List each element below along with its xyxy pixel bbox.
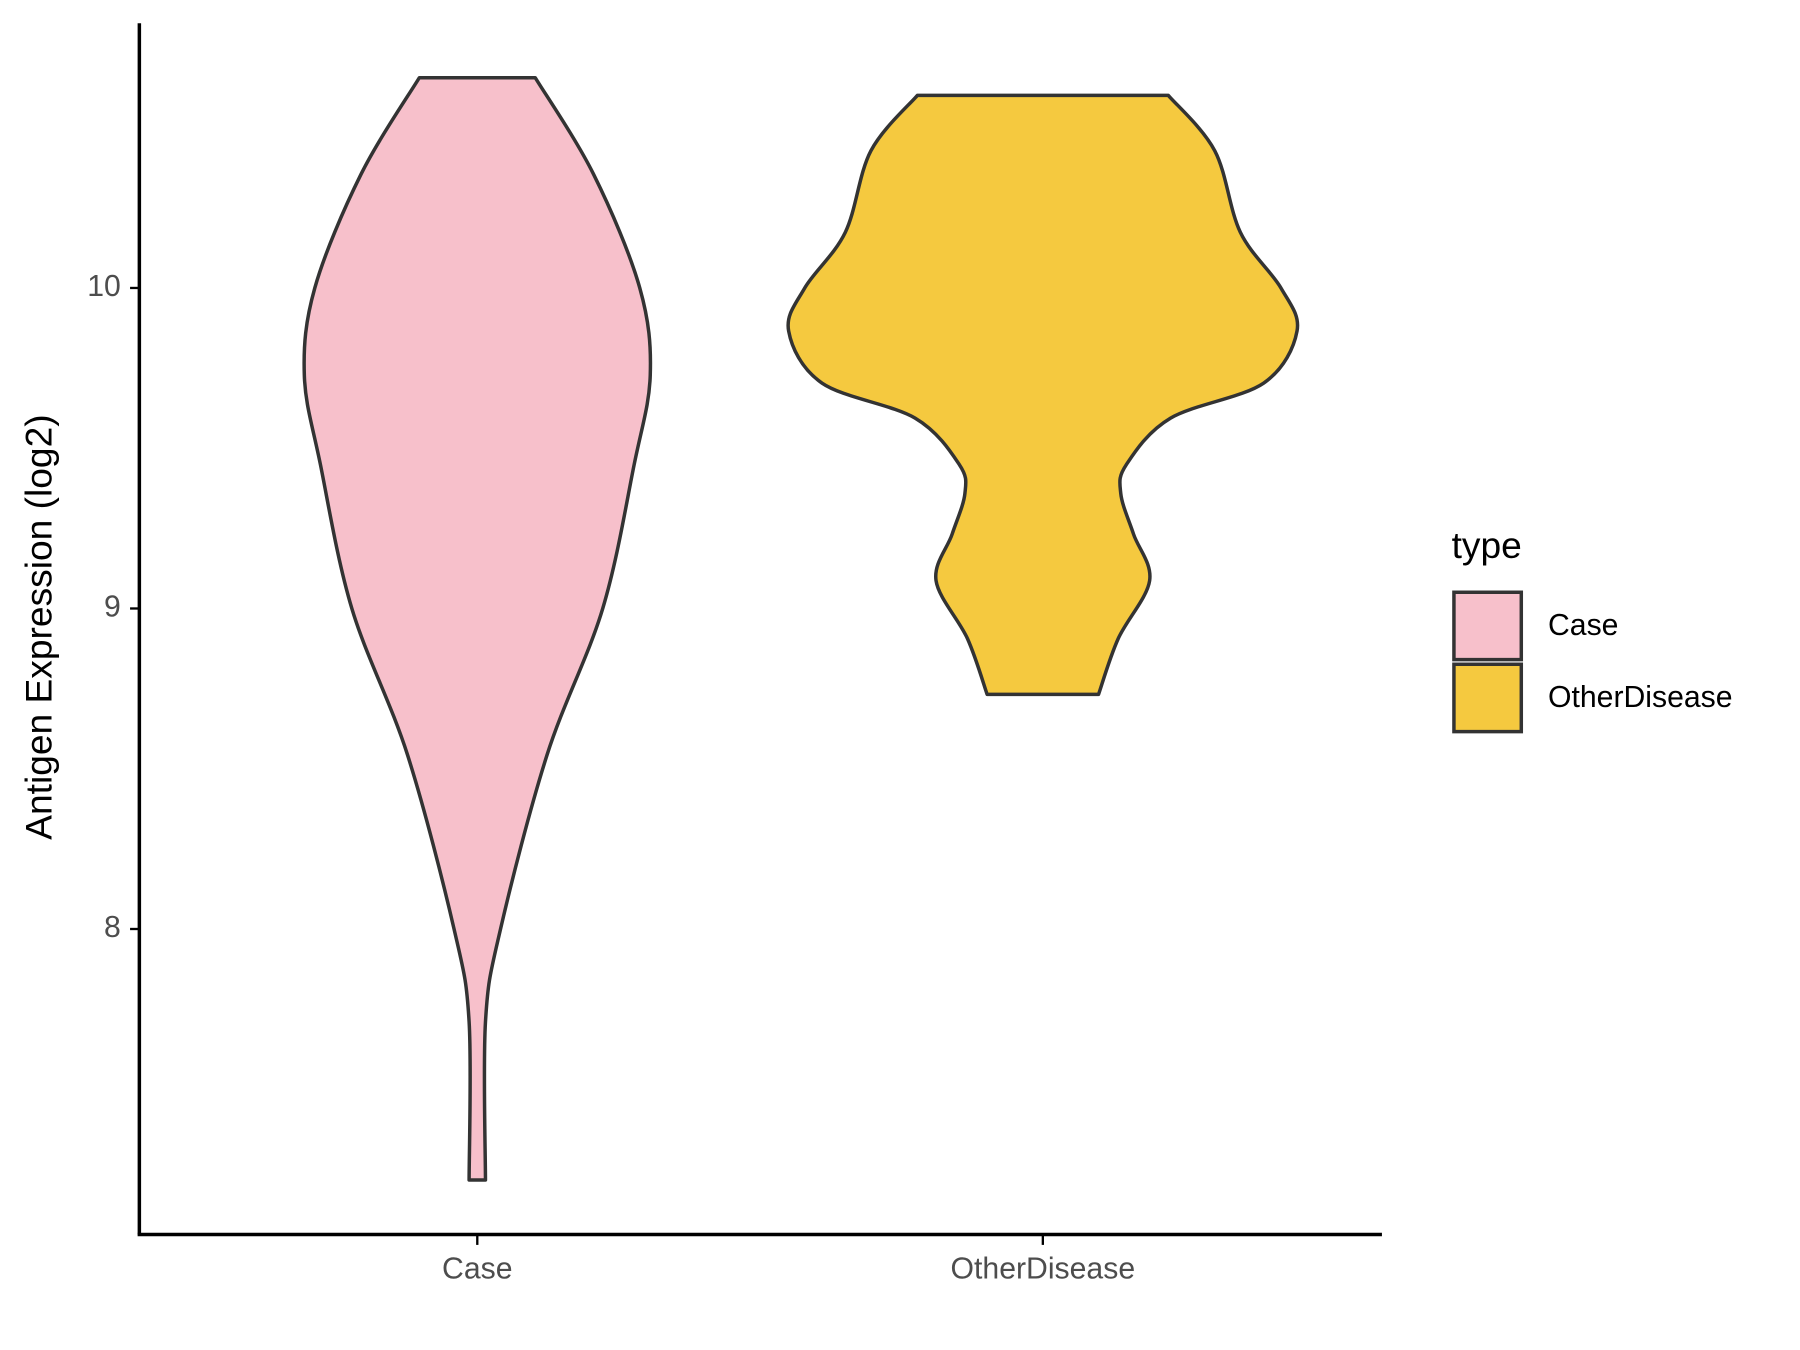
legend-label: Case bbox=[1548, 609, 1618, 642]
legend-swatch bbox=[1452, 662, 1524, 734]
violin bbox=[302, 75, 653, 1182]
legend-title: type bbox=[1452, 524, 1522, 566]
legend-label: OtherDisease bbox=[1548, 681, 1733, 714]
y-tick-label: 9 bbox=[104, 590, 121, 623]
violin bbox=[786, 93, 1300, 697]
x-tick-label: OtherDisease bbox=[951, 1252, 1136, 1285]
x-tick-label: Case bbox=[442, 1252, 512, 1285]
y-tick-label: 8 bbox=[104, 911, 121, 944]
legend-swatch bbox=[1452, 590, 1524, 662]
y-axis-label: Antigen Expression (log2) bbox=[18, 414, 60, 839]
y-tick-label: 10 bbox=[87, 270, 121, 303]
